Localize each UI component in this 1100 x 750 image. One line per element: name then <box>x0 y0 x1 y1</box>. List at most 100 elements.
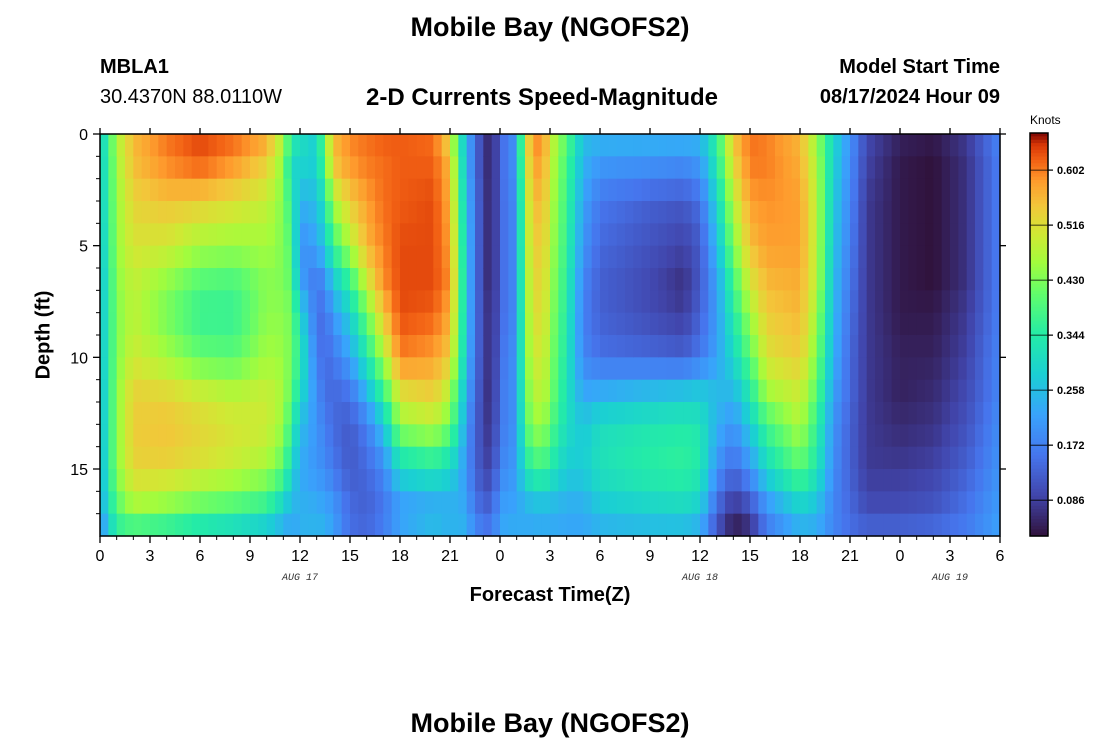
colorbar-band <box>1030 408 1048 413</box>
heatmap-cell <box>775 134 784 157</box>
heatmap-cell <box>333 245 343 269</box>
heatmap-cell <box>675 424 684 448</box>
heatmap-cell <box>333 268 343 291</box>
heatmap-cell <box>691 357 701 381</box>
heatmap-cell <box>208 201 218 224</box>
heatmap-cell <box>508 424 518 448</box>
heatmap-cell <box>883 134 893 157</box>
heatmap-cell <box>516 156 526 180</box>
heatmap-cell <box>583 178 593 202</box>
heatmap-cell <box>141 335 151 358</box>
colorbar-band <box>1030 455 1048 460</box>
heatmap-cell <box>658 156 668 180</box>
colorbar-band <box>1030 307 1048 312</box>
heatmap-cell <box>200 290 209 314</box>
heatmap-cell <box>841 357 851 381</box>
heatmap-cell <box>125 402 134 425</box>
heatmap-cell <box>250 201 259 224</box>
heatmap-cell <box>858 312 868 336</box>
colorbar-band <box>1030 149 1048 154</box>
heatmap-cell <box>516 424 526 448</box>
heatmap-cell <box>658 290 668 314</box>
heatmap-cell <box>808 446 818 470</box>
heatmap-cell <box>775 312 784 336</box>
heatmap-cell <box>366 178 376 202</box>
heatmap-cell <box>900 491 909 515</box>
heatmap-cell <box>458 223 468 247</box>
heatmap-cell <box>533 245 543 269</box>
heatmap-cell <box>900 178 909 202</box>
heatmap-cell <box>675 201 684 224</box>
heatmap-cell <box>650 268 659 291</box>
heatmap-cell <box>316 245 326 269</box>
heatmap-cell <box>483 268 493 291</box>
heatmap-cell <box>441 268 451 291</box>
heatmap-cell <box>375 223 384 247</box>
colorbar-tick-label: 0.086 <box>1057 495 1085 507</box>
heatmap-cell <box>725 223 734 247</box>
heatmap-cell <box>800 201 809 224</box>
heatmap-cell <box>383 201 393 224</box>
heatmap-cell <box>391 402 401 425</box>
colorbar-band <box>1030 206 1048 211</box>
heatmap-cell <box>883 491 893 515</box>
heatmap-cell <box>533 357 543 381</box>
heatmap-cell <box>975 424 984 448</box>
heatmap-cell <box>391 201 401 224</box>
heatmap-cell <box>666 312 676 336</box>
heatmap-cell <box>450 402 459 425</box>
colorbar-band <box>1030 146 1048 151</box>
heatmap-cell <box>608 469 618 492</box>
heatmap-cell <box>158 379 168 403</box>
station-coordinates: 30.4370N 88.0110W <box>100 86 282 108</box>
heatmap-cell <box>775 402 784 425</box>
heatmap-cell <box>258 513 268 537</box>
heatmap-cell <box>533 491 543 515</box>
heatmap-cell <box>275 335 284 358</box>
heatmap-cell <box>883 312 893 336</box>
heatmap-cell <box>541 513 551 537</box>
heatmap-cell <box>108 268 118 291</box>
heatmap-cell <box>833 312 843 336</box>
x-tick-label: 0 <box>896 548 905 565</box>
heatmap-cell <box>758 223 768 247</box>
heatmap-cell <box>266 335 276 358</box>
heatmap-cell <box>308 491 318 515</box>
heatmap-cell <box>500 402 509 425</box>
heatmap-cell <box>541 268 551 291</box>
heatmap-cell <box>391 245 401 269</box>
heatmap-cell <box>541 201 551 224</box>
heatmap-cell <box>775 446 784 470</box>
heatmap-cell <box>325 513 334 537</box>
heatmap-cell <box>675 312 684 336</box>
heatmap-cell <box>241 268 251 291</box>
heatmap-cell <box>333 513 343 537</box>
heatmap-cell <box>600 491 609 515</box>
heatmap-cell <box>691 245 701 269</box>
heatmap-cell <box>316 335 326 358</box>
heatmap-cell <box>891 201 901 224</box>
heatmap-cell <box>425 156 434 180</box>
heatmap-cell <box>433 201 443 224</box>
colorbar-band <box>1030 502 1048 507</box>
heatmap-cell <box>675 379 684 403</box>
heatmap-cell <box>258 312 268 336</box>
heatmap-cell <box>616 156 626 180</box>
heatmap-cell <box>558 491 568 515</box>
heatmap-cell <box>716 469 726 492</box>
heatmap-cell <box>283 357 293 381</box>
heatmap-cell <box>858 424 868 448</box>
heatmap-cell <box>858 379 868 403</box>
heatmap-cell <box>316 201 326 224</box>
heatmap-cell <box>625 223 634 247</box>
heatmap-cell <box>166 446 176 470</box>
heatmap-cell <box>333 312 343 336</box>
heatmap-cell <box>575 379 584 403</box>
heatmap-cell <box>666 178 676 202</box>
y-tick-label: 15 <box>70 462 88 479</box>
heatmap-cell <box>591 245 601 269</box>
x-tick-label: 3 <box>146 548 155 565</box>
heatmap-cell <box>516 223 526 247</box>
heatmap-cell <box>775 156 784 180</box>
heatmap-cell <box>133 424 143 448</box>
